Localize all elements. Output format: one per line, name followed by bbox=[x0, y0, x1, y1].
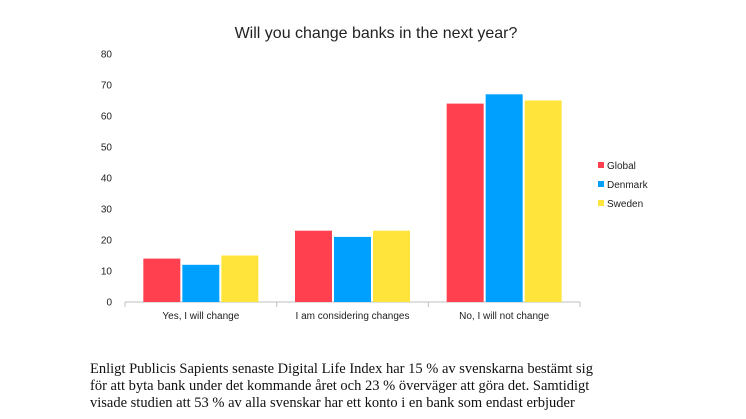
y-tick-label: 80 bbox=[101, 50, 113, 61]
x-tick-label: I am considering changes bbox=[296, 311, 410, 322]
y-tick-label: 60 bbox=[101, 112, 113, 123]
article-line: för att byta bank under det kommande åre… bbox=[90, 378, 590, 394]
article-line: visade studien att 53 % av alla svenskar… bbox=[90, 395, 575, 411]
bar-global bbox=[143, 258, 181, 302]
bar-denmark bbox=[485, 94, 523, 302]
bar-denmark bbox=[182, 264, 220, 302]
y-tick-label: 50 bbox=[101, 143, 113, 154]
bar-global bbox=[446, 103, 484, 302]
legend-label: Global bbox=[607, 161, 636, 172]
legend-label: Sweden bbox=[607, 199, 643, 210]
article-text: Enligt Publicis Sapients senaste Digital… bbox=[90, 361, 730, 412]
x-tick-label: No, I will not change bbox=[459, 311, 549, 322]
bar-denmark bbox=[334, 236, 371, 302]
y-tick-label: 40 bbox=[101, 174, 113, 185]
y-axis: 0 10 20 30 40 50 60 70 80 bbox=[101, 50, 113, 309]
y-tick-label: 10 bbox=[101, 267, 113, 278]
bar-sweden bbox=[524, 100, 562, 302]
x-axis: Yes, I will change I am considering chang… bbox=[124, 301, 581, 322]
y-tick-label: 70 bbox=[101, 81, 113, 92]
y-tick-label: 0 bbox=[106, 298, 112, 309]
bars bbox=[143, 94, 562, 302]
bar-global bbox=[295, 230, 332, 302]
chart-title: Will you change banks in the next year? bbox=[235, 25, 518, 42]
y-tick-label: 30 bbox=[101, 205, 113, 216]
bank-change-chart: Will you change banks in the next year? … bbox=[101, 25, 649, 322]
x-tick-label: Yes, I will change bbox=[162, 311, 239, 322]
legend: Global Denmark Sweden bbox=[598, 161, 649, 210]
bar-sweden bbox=[373, 230, 410, 302]
article-line: Enligt Publicis Sapients senaste Digital… bbox=[90, 361, 593, 377]
legend-label: Denmark bbox=[607, 180, 649, 191]
bar-sweden bbox=[221, 255, 259, 302]
legend-swatch bbox=[598, 200, 604, 206]
legend-swatch bbox=[598, 181, 604, 187]
legend-swatch bbox=[598, 162, 604, 168]
y-tick-label: 20 bbox=[101, 236, 113, 247]
